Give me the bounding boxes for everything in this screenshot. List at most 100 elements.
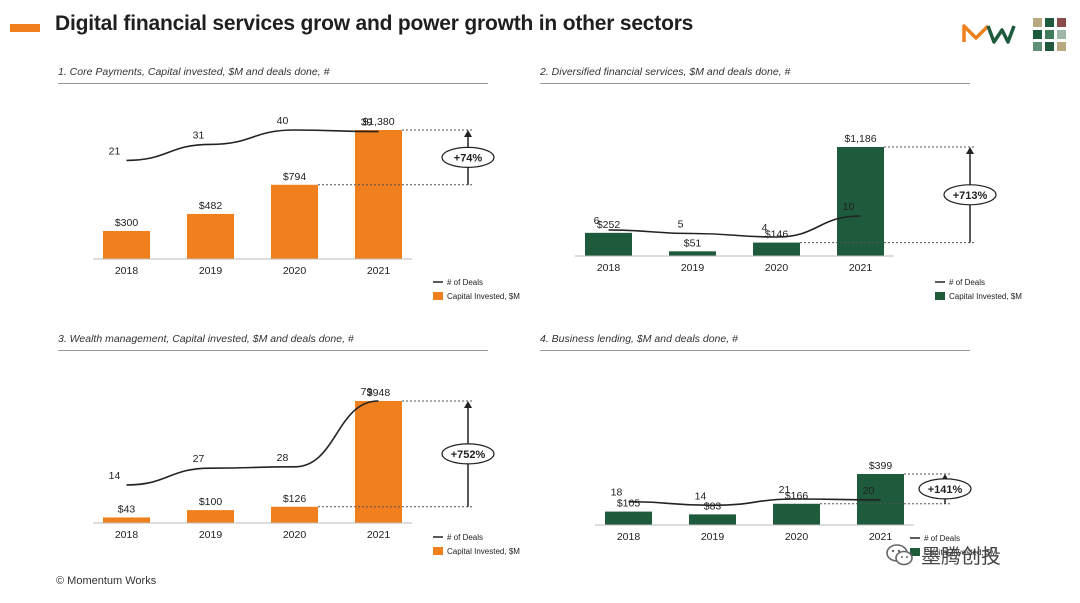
bar-2018 <box>103 230 150 259</box>
title-divider <box>58 83 488 84</box>
chart-title: 4. Business lending, $M and deals done, … <box>540 333 738 345</box>
wechat-icon <box>886 543 913 565</box>
legend-deals-label: # of Deals <box>447 278 483 287</box>
deals-value-label: 4 <box>762 222 768 234</box>
wechat-watermark: 墨腾创投 <box>885 540 1001 569</box>
deals-value-label: 79 <box>361 386 373 398</box>
watermark-text: 墨腾创投 <box>921 544 1001 568</box>
x-tick-label: 2019 <box>199 265 223 277</box>
bar-value-label: $252 <box>597 219 621 231</box>
x-tick-label: 2018 <box>597 262 621 274</box>
x-tick-label: 2020 <box>283 529 307 541</box>
bar-2019 <box>187 510 234 523</box>
x-tick-label: 2021 <box>869 531 893 543</box>
bar-2019 <box>669 251 716 256</box>
copyright-footer: © Momentum Works <box>56 575 157 587</box>
chart-svg: $43 2018 $100 2019 $126 2020 $948 2021 14 27 28 79 +… <box>93 386 520 556</box>
deals-value-label: 40 <box>277 115 289 127</box>
chart-panel-core-payments: 1. Core Payments, Capital invested, $M a… <box>58 66 528 326</box>
deals-line <box>628 498 881 507</box>
growth-label: +752% <box>451 449 486 461</box>
chart-panel-business-lending: 4. Business lending, $M and deals done, … <box>540 333 1010 593</box>
growth-label: +141% <box>928 484 963 496</box>
x-tick-label: 2021 <box>849 262 873 274</box>
title-divider <box>540 350 970 351</box>
x-tick-label: 2021 <box>367 265 391 277</box>
title-divider <box>540 83 970 84</box>
bar-value-label: $146 <box>765 229 789 241</box>
deals-value-label: 21 <box>109 145 121 157</box>
bar-value-label: $51 <box>684 237 702 249</box>
deals-value-label: 14 <box>109 470 121 482</box>
bar-value-label: $399 <box>869 460 893 472</box>
bar-2020 <box>271 184 318 259</box>
deals-value-label: 10 <box>843 201 855 213</box>
x-tick-label: 2021 <box>367 529 391 541</box>
bar-2021 <box>355 130 402 259</box>
bar-value-label: $100 <box>199 496 223 508</box>
legend-capital-label: Capital Invested, $M <box>949 292 1022 301</box>
legend-capital-swatch <box>433 292 443 300</box>
deals-value-label: 5 <box>678 219 684 231</box>
deals-value-label: 18 <box>611 487 623 499</box>
growth-arrow-head <box>966 147 974 154</box>
deals-value-label: 39 <box>361 117 373 129</box>
chart-svg: $300 2018 $482 2019 $794 2020 $1,380 2021 21 31 40… <box>93 115 520 301</box>
chart-panel-wealth-management: 3. Wealth management, Capital invested, … <box>58 333 528 593</box>
bar-value-label: $948 <box>367 387 391 399</box>
title-accent-bar <box>10 24 40 32</box>
chart-panel-diversified-financial-services: 2. Diversified financial services, $M an… <box>540 66 1022 326</box>
growth-badge <box>918 478 972 500</box>
bar-value-label: $1,380 <box>362 116 394 128</box>
x-tick-label: 2019 <box>199 529 223 541</box>
bar-value-label: $482 <box>199 200 223 212</box>
x-tick-label: 2020 <box>765 262 789 274</box>
chart-title: 2. Diversified financial services, $M an… <box>540 66 791 78</box>
bar-2018 <box>103 517 150 523</box>
bar-2018 <box>585 232 632 256</box>
bar-value-label: $300 <box>115 217 139 229</box>
deals-value-label: 6 <box>594 215 600 227</box>
legend-capital-swatch <box>935 292 945 300</box>
deals-value-label: 27 <box>193 453 205 465</box>
deals-line <box>126 400 379 486</box>
brand-squares-icon <box>1033 18 1066 51</box>
legend-deals-label: # of Deals <box>924 534 960 543</box>
legend-capital-label: Capital Invested, $M <box>924 548 997 557</box>
legend-capital-label: Capital Invested, $M <box>447 547 520 556</box>
bar-value-label: $1,186 <box>844 133 876 145</box>
growth-arrow-head <box>464 130 472 137</box>
deals-value-label: 14 <box>695 490 707 502</box>
growth-badge <box>943 184 997 206</box>
deals-value-label: 20 <box>863 485 875 497</box>
x-tick-label: 2019 <box>681 262 705 274</box>
bar-2020 <box>753 242 800 256</box>
chart-title: 3. Wealth management, Capital invested, … <box>58 333 354 345</box>
x-tick-label: 2020 <box>283 265 307 277</box>
page-title: Digital financial services grow and powe… <box>55 12 694 35</box>
legend-capital-swatch <box>910 548 920 556</box>
title-divider <box>58 350 488 351</box>
bar-2020 <box>773 503 820 525</box>
bar-2019 <box>689 514 736 525</box>
chart-title: 1. Core Payments, Capital invested, $M a… <box>58 66 330 78</box>
bar-value-label: $126 <box>283 493 307 505</box>
x-tick-label: 2020 <box>785 531 809 543</box>
legend-deals-label: # of Deals <box>949 278 985 287</box>
deals-value-label: 28 <box>277 452 289 464</box>
growth-arrow-head <box>464 401 472 408</box>
deals-value-label: 31 <box>193 129 205 141</box>
growth-label: +74% <box>454 152 483 164</box>
deals-line <box>608 215 861 238</box>
deals-value-label: 21 <box>779 484 791 496</box>
x-tick-label: 2018 <box>617 531 641 543</box>
legend-capital-label: Capital Invested, $M <box>447 292 520 301</box>
growth-badge <box>441 443 495 465</box>
growth-label: +713% <box>953 190 988 202</box>
legend-deals-label: # of Deals <box>447 533 483 542</box>
bar-2018 <box>605 511 652 525</box>
bar-2019 <box>187 213 234 259</box>
bar-value-label: $83 <box>704 500 722 512</box>
x-tick-label: 2018 <box>115 265 139 277</box>
